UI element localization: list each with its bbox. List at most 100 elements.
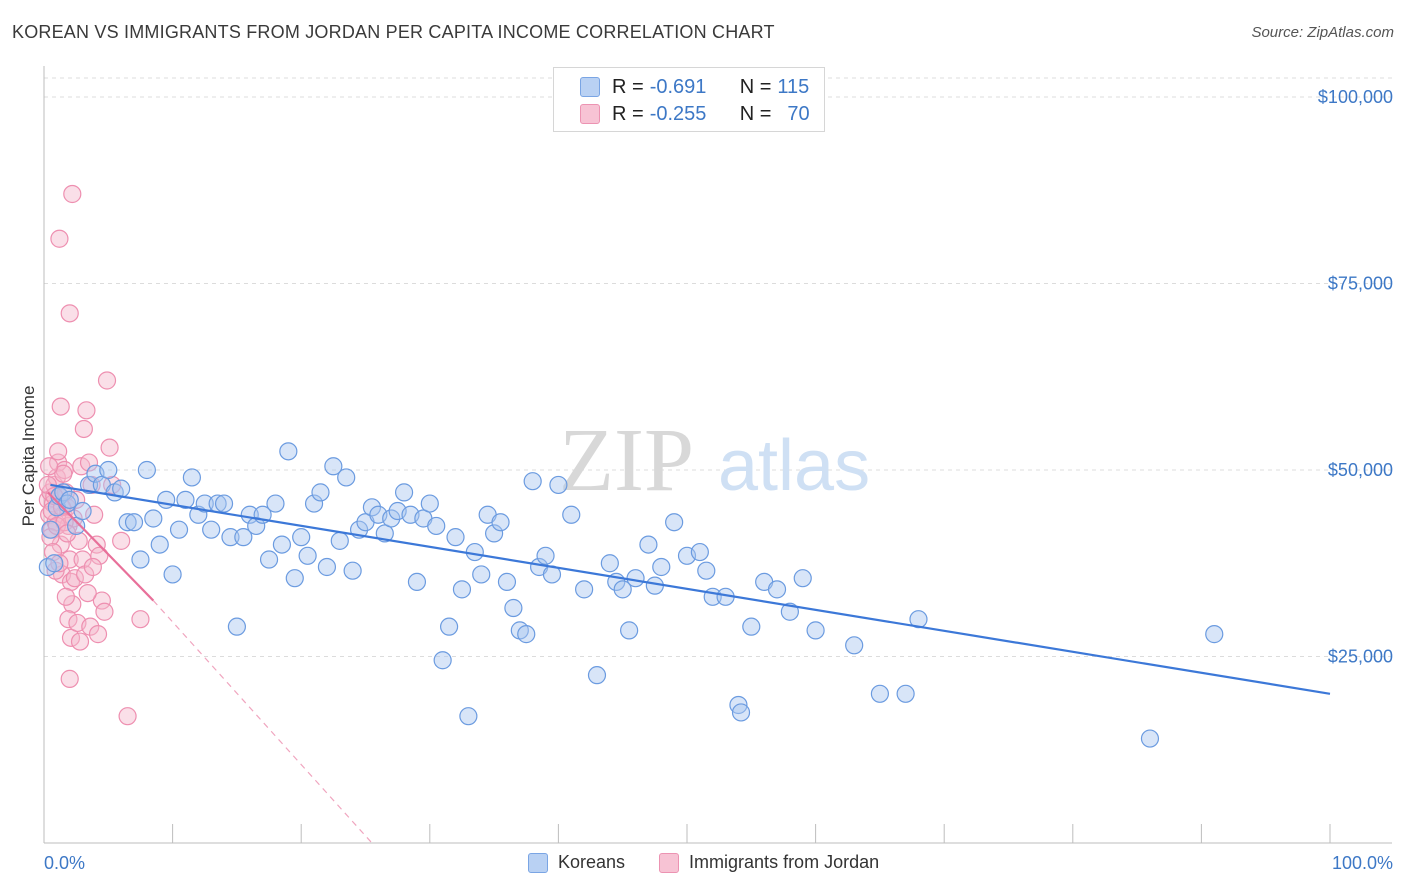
korean-point (266, 494, 285, 513)
korean-point (575, 580, 594, 599)
jordan-swatch (580, 104, 600, 124)
jordan-point (103, 475, 122, 495)
korean-point (137, 460, 156, 480)
korean-point (214, 494, 234, 513)
koreans-trend-line (50, 483, 1331, 695)
n-label: N = (739, 102, 772, 125)
jordan-point (60, 304, 79, 323)
r-label: R = (612, 102, 644, 125)
r-value: -0.691 (649, 75, 707, 98)
korean-point (697, 561, 716, 580)
korean-point (780, 602, 799, 621)
jordan-point (56, 587, 75, 606)
korean-point (742, 617, 761, 636)
jordan-point (55, 513, 74, 532)
jordan-point (76, 565, 95, 584)
jordan-point (51, 397, 70, 416)
tick-labels: $25,000 $50,000 $75,000 $100,000 0.0% 100.0% (44, 87, 1393, 873)
korean-point (45, 554, 64, 573)
korean-point (304, 494, 324, 513)
n-label: N = (739, 75, 772, 98)
jordan-point (88, 625, 108, 644)
korean-point (1140, 729, 1160, 748)
korean-point (298, 546, 317, 565)
jordan-point (40, 457, 59, 476)
korean-point (394, 483, 414, 502)
korean-point (639, 535, 658, 554)
korean-point (806, 621, 825, 640)
korean-point (459, 707, 478, 726)
korean-point (362, 498, 382, 517)
korean-point (896, 684, 915, 703)
y-tick-label: $50,000 (1328, 460, 1393, 480)
jordan-point (59, 610, 78, 629)
korean-point (427, 516, 446, 536)
korean-point (259, 550, 279, 569)
korean-point (845, 636, 864, 655)
jordan-point (60, 550, 79, 569)
korean-point (227, 617, 246, 636)
stats-legend: R = -0.691 N = 115 R = -0.255 N = 70 (553, 67, 825, 132)
korean-point (729, 695, 748, 715)
korean-point (292, 528, 311, 547)
jordan-points (38, 184, 150, 726)
jordan-point (118, 707, 137, 726)
legend-row-koreans: R = -0.691 N = 115 (580, 74, 809, 100)
jordan-point (79, 453, 99, 472)
jordan-point (100, 438, 119, 457)
watermark-atlas: atlas (718, 426, 870, 506)
koreans-legend-label: Koreans (558, 852, 626, 872)
korean-point (870, 684, 890, 703)
jordan-point (97, 371, 117, 390)
legend-item-koreans[interactable]: Koreans (528, 852, 625, 873)
korean-point (343, 561, 362, 580)
korean-point (124, 513, 144, 532)
n-value: 115 (777, 75, 810, 98)
korean-point (311, 483, 330, 502)
korean-point (279, 442, 298, 461)
korean-point (549, 475, 568, 495)
koreans-legend-swatch (528, 852, 548, 873)
chart-title: KOREAN VS IMMIGRANTS FROM JORDAN PER CAP… (12, 22, 775, 42)
korean-point (317, 557, 337, 577)
korean-point (131, 550, 150, 569)
korean-point (452, 580, 472, 599)
x-tick-label-right: 100.0% (1332, 853, 1393, 873)
korean-point (665, 513, 684, 532)
jordan-point (112, 531, 131, 550)
korean-point (536, 546, 555, 565)
jordan-point (74, 419, 93, 439)
korean-point (767, 580, 787, 599)
jordan-point (92, 591, 111, 610)
korean-point (731, 703, 751, 722)
korean-point (73, 501, 92, 521)
korean-point (382, 509, 401, 528)
korean-point (523, 472, 542, 491)
series-legend: Koreans Immigrants from Jordan (528, 852, 913, 873)
jordan-point (85, 505, 104, 524)
chart-source: Source: ZipAtlas.com (1251, 24, 1394, 41)
jordan-point (131, 610, 150, 629)
legend-item-jordan[interactable]: Immigrants from Jordan (659, 852, 879, 873)
jordan-point (78, 583, 97, 603)
korean-point (620, 621, 639, 640)
jordan-point (50, 229, 69, 248)
trend-lines (47, 483, 1331, 844)
jordan-point (65, 569, 84, 588)
korean-point (1205, 625, 1224, 644)
jordan-point (95, 602, 114, 621)
jordan-point (83, 557, 102, 577)
korean-point (433, 651, 452, 670)
korean-point (285, 569, 304, 588)
jordan-point (73, 550, 92, 569)
jordan-point (70, 632, 90, 651)
korean-point (169, 520, 189, 539)
jordan-point (63, 184, 82, 204)
korean-point (472, 565, 491, 584)
korean-point (182, 468, 201, 487)
jordan-point (87, 535, 106, 554)
watermark-zip: ZIP (559, 411, 694, 510)
korean-point (562, 505, 581, 524)
korean-point (465, 542, 484, 562)
